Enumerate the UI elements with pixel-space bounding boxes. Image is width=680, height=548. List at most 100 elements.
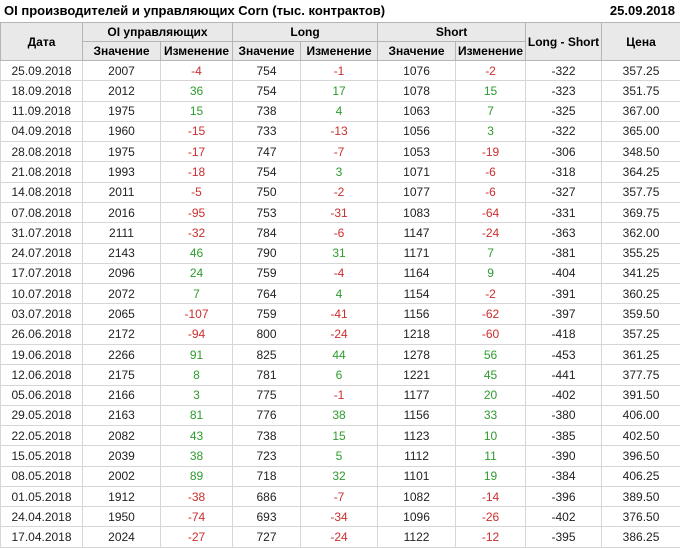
cell-long-short: -404	[525, 262, 603, 285]
cell-long-change: 44	[300, 343, 379, 366]
cell-short-value: 1123	[377, 425, 457, 447]
cell-long-value: 727	[232, 526, 302, 548]
cell-date: 01.05.2018	[0, 485, 83, 508]
cell-oi-value: 2172	[82, 323, 161, 345]
cell-short-change: 56	[455, 343, 527, 366]
table-row: 28.08.2018 1975 -17 747 -7 1053 -19 -306 348.50	[0, 141, 680, 163]
cell-price: 406.25	[601, 465, 680, 487]
cell-price: 341.25	[601, 262, 680, 285]
cell-price: 362.00	[601, 222, 680, 244]
cell-long-value: 754	[232, 161, 302, 183]
cell-long-value: 747	[232, 141, 302, 163]
cell-long-change: -1	[300, 59, 379, 82]
cell-long-short: -402	[525, 506, 603, 528]
cell-long-change: 32	[300, 465, 379, 487]
cell-long-value: 775	[232, 384, 302, 406]
cell-short-change: 33	[455, 404, 527, 427]
cell-price: 351.75	[601, 80, 680, 102]
cell-price: 406.00	[601, 404, 680, 427]
cell-oi-change: -15	[159, 120, 234, 143]
cell-long-value: 686	[232, 485, 302, 508]
col-group-oi: OI управляющих	[81, 22, 234, 42]
cell-oi-value: 2082	[82, 425, 161, 447]
cell-long-change: -34	[300, 506, 379, 528]
cell-long-change: -41	[300, 303, 379, 325]
cell-long-change: -24	[300, 526, 379, 548]
cell-short-change: 19	[455, 465, 527, 487]
cell-long-short: -318	[525, 161, 603, 183]
cell-short-value: 1177	[377, 384, 457, 406]
table-row: 21.08.2018 1993 -18 754 3 1071 -6 -318 364.25	[0, 161, 680, 183]
cell-oi-change: 46	[159, 242, 234, 264]
cell-price: 391.50	[601, 384, 680, 406]
cell-oi-value: 2016	[82, 201, 161, 224]
cell-long-short: -418	[525, 323, 603, 345]
cell-price: 357.75	[601, 181, 680, 203]
cell-short-value: 1112	[377, 445, 457, 467]
cell-long-short: -380	[525, 404, 603, 427]
cell-oi-value: 2002	[82, 465, 161, 487]
cell-oi-change: -74	[159, 506, 234, 528]
col-subheader-oi-change: Изменение	[159, 41, 234, 61]
cell-date: 22.05.2018	[0, 425, 83, 447]
cell-long-short: -390	[525, 445, 603, 467]
col-subheader-oi-value: Значение	[82, 41, 161, 61]
cell-date: 26.06.2018	[0, 323, 83, 345]
cell-long-change: -7	[300, 141, 379, 163]
table-row: 11.09.2018 1975 15 738 4 1063 7 -325 367.00	[0, 100, 680, 122]
cell-oi-change: -17	[159, 141, 234, 163]
cell-oi-value: 1950	[82, 506, 161, 528]
cell-oi-change: 36	[159, 80, 234, 102]
cell-oi-change: -4	[159, 59, 234, 82]
table-row: 07.08.2018 2016 -95 753 -31 1083 -64 -331 369.75	[0, 201, 680, 224]
cell-oi-change: 15	[159, 100, 234, 122]
cell-short-change: -19	[455, 141, 527, 163]
cell-oi-change: -107	[159, 303, 234, 325]
col-subheader-long-value: Значение	[232, 41, 302, 61]
cell-oi-value: 1975	[82, 100, 161, 122]
cell-long-short: -381	[525, 242, 603, 264]
cell-date: 24.07.2018	[0, 242, 83, 264]
table-row: 04.09.2018 1960 -15 733 -13 1056 3 -322 365.00	[0, 120, 680, 143]
cell-short-value: 1147	[377, 222, 457, 244]
cell-long-short: -322	[525, 120, 603, 143]
cell-long-short: -391	[525, 283, 603, 305]
cell-long-value: 693	[232, 506, 302, 528]
table-row: 17.07.2018 2096 24 759 -4 1164 9 -404 341.25	[0, 262, 680, 285]
cell-long-value: 753	[232, 201, 302, 224]
cell-price: 364.25	[601, 161, 680, 183]
cell-oi-value: 1975	[82, 141, 161, 163]
cell-price: 389.50	[601, 485, 680, 508]
cell-long-change: -6	[300, 222, 379, 244]
cell-oi-value: 2163	[82, 404, 161, 427]
cell-short-value: 1154	[377, 283, 457, 305]
cell-oi-value: 2039	[82, 445, 161, 467]
cell-short-value: 1101	[377, 465, 457, 487]
cell-long-short: -397	[525, 303, 603, 325]
cell-long-value: 718	[232, 465, 302, 487]
cell-price: 361.25	[601, 343, 680, 366]
col-header-long-short: Long - Short	[525, 22, 603, 61]
cell-long-value: 723	[232, 445, 302, 467]
cell-long-change: -13	[300, 120, 379, 143]
cell-oi-change: 43	[159, 425, 234, 447]
cell-date: 31.07.2018	[0, 222, 83, 244]
col-header-price: Цена	[601, 22, 680, 61]
cell-short-value: 1164	[377, 262, 457, 285]
cell-date: 10.07.2018	[0, 283, 83, 305]
cell-date: 15.05.2018	[0, 445, 83, 467]
col-subheader-short-value: Значение	[377, 41, 457, 61]
table-row: 17.04.2018 2024 -27 727 -24 1122 -12 -395 386.25	[0, 526, 680, 548]
table-row: 08.05.2018 2002 89 718 32 1101 19 -384 406.25	[0, 465, 680, 487]
col-group-long: Long	[232, 22, 379, 42]
cell-long-change: 38	[300, 404, 379, 427]
cell-long-short: -363	[525, 222, 603, 244]
cell-long-change: -4	[300, 262, 379, 285]
cell-date: 05.06.2018	[0, 384, 83, 406]
cell-long-short: -453	[525, 343, 603, 366]
cell-short-value: 1122	[377, 526, 457, 548]
cell-date: 29.05.2018	[0, 404, 83, 427]
cell-date: 18.09.2018	[0, 80, 83, 102]
cell-long-value: 754	[232, 59, 302, 82]
cell-oi-change: -32	[159, 222, 234, 244]
